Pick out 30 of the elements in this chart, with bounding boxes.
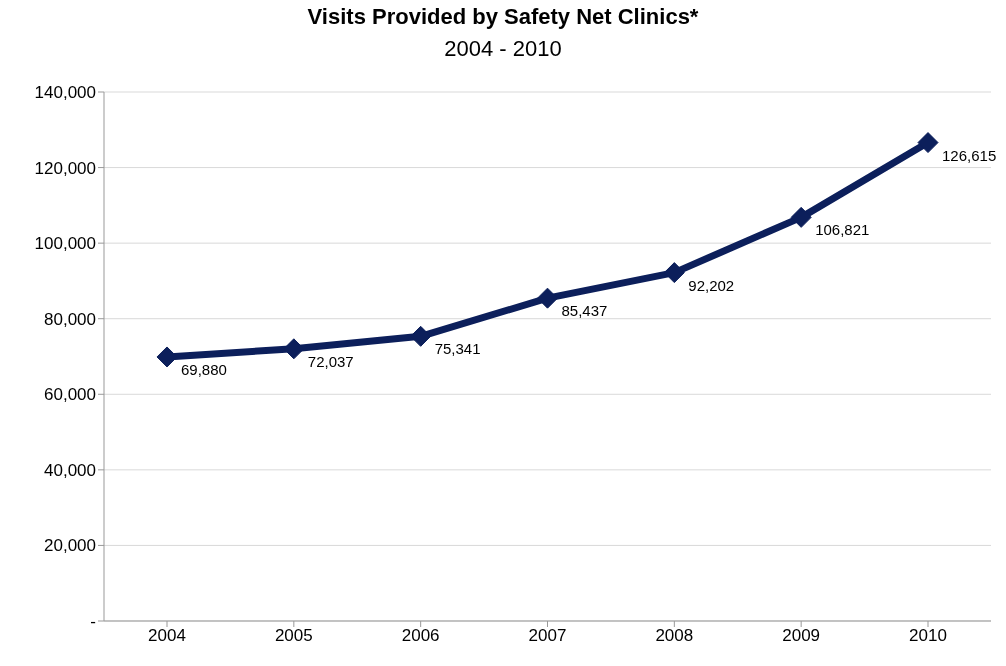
point [663,262,685,284]
x-tick-label: 2009 [782,626,821,646]
point [410,325,432,347]
text: 126,615 [942,146,997,164]
x-tick-label: 2005 [274,626,313,646]
chart-title: Visits Provided by Safety Net Clinics* [306,3,700,31]
y-tick-label: 20,000 [44,536,96,556]
y-tick-label: 40,000 [44,460,96,480]
y-tick-label: - [90,612,96,632]
x-tick-label: 2010 [909,626,947,646]
point [790,206,812,228]
point [283,338,305,360]
x-tick-label: 2007 [528,626,567,646]
text: 85,437 [561,302,608,320]
x-tick-label: 2008 [655,626,694,646]
y-tick-label: 100,000 [34,234,96,254]
point [537,287,558,309]
x-tick-label: 2006 [401,626,440,646]
text: 72,037 [307,352,354,370]
chart-subtitle: 2004 - 2010 [443,36,563,63]
text: 106,821 [815,221,870,239]
y-tick-label: 120,000 [34,158,96,178]
x-tick-label: 2004 [148,626,186,646]
text: 69,880 [181,360,227,378]
point [917,132,939,154]
y-tick-label: 60,000 [44,385,96,405]
text: 92,202 [688,276,735,294]
text: 75,341 [434,340,481,358]
y-tick-label: 140,000 [34,83,96,103]
y-tick-label: 80,000 [44,309,96,329]
